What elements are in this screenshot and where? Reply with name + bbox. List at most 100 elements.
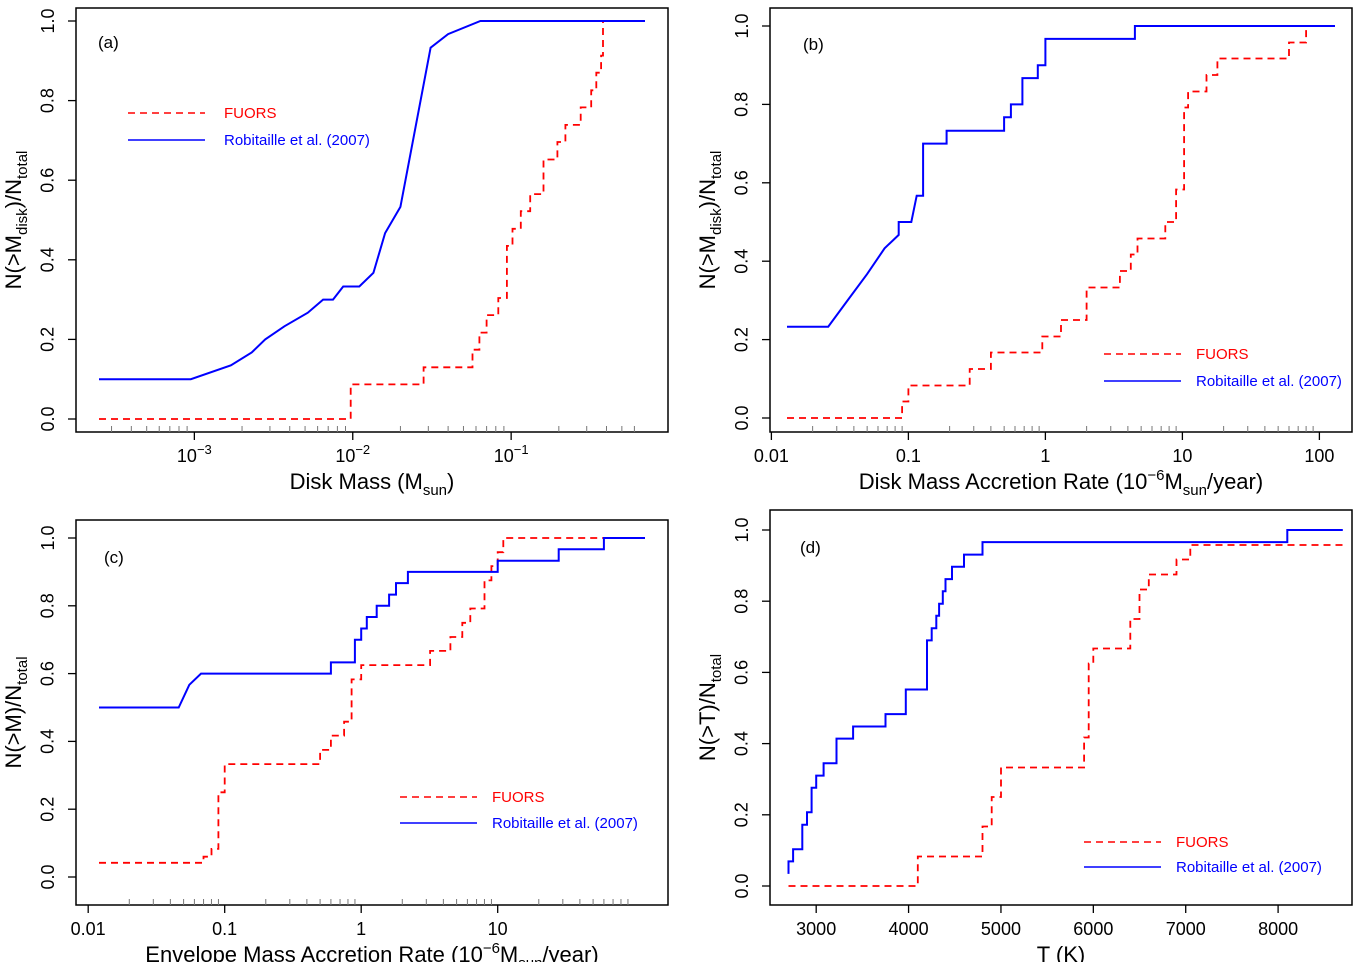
x-tick-label: 8000 <box>1258 919 1298 939</box>
x-tick-label: 0.1 <box>896 446 921 466</box>
y-tick-label: 1.0 <box>732 13 752 38</box>
x-title-main: T (K) <box>1037 942 1085 962</box>
y-tick-label: 0.4 <box>38 729 58 754</box>
x-tick-label: 6000 <box>1073 919 1113 939</box>
y-tick-label: 0.2 <box>38 327 58 352</box>
y-title-subscript: disk <box>14 208 31 235</box>
y-tick-label: 0.8 <box>38 88 58 113</box>
chart-panel-3: 0.0 0.2 0.4 0.6 0.8 1.0 0.01 0.1 1 10 FUORS Robitai… <box>1 519 669 962</box>
x-title-main2: M <box>500 942 518 962</box>
fuors-series-line <box>99 537 645 864</box>
legend-label: FUORS <box>1176 834 1229 851</box>
panel-label: (b) <box>803 35 824 54</box>
y-title-subscript-total: total <box>708 654 725 682</box>
plot-frame <box>75 519 669 906</box>
x-axis-title: Disk Mass (Msun) <box>290 469 455 499</box>
x-title-subscript: sun <box>423 482 447 499</box>
y-tick-label: 1.0 <box>732 517 752 542</box>
x-title-tail: /year) <box>1207 469 1263 494</box>
y-tick-label: 0.2 <box>38 797 58 822</box>
y-tick-label: 0.2 <box>732 327 752 352</box>
x-tick-label: 0.1 <box>212 919 237 939</box>
y-tick-label: 0.0 <box>38 864 58 889</box>
chart-panel-4: 0.0 0.2 0.4 0.6 0.8 1.0 3000 4000 5000 6000 7000 80… <box>695 509 1353 962</box>
robitaille-series-line <box>787 529 1343 874</box>
y-axis-title: N(>M)/Ntotal <box>1 656 31 768</box>
y-tick-label: 1.0 <box>38 8 58 33</box>
x-tick-label: 0.01 <box>754 446 789 466</box>
y-tick-label: 0.2 <box>732 802 752 827</box>
plot-frame <box>769 509 1353 906</box>
y-tick-label: 0.4 <box>732 249 752 274</box>
chart-panel-2: 0.0 0.2 0.4 0.6 0.8 1.0 0.01 0.1 1 10 100 FUORS Robi… <box>695 7 1353 499</box>
x-tick-label: 5000 <box>981 919 1021 939</box>
y-tick-label: 0.6 <box>732 170 752 195</box>
panel-label: (d) <box>800 538 821 557</box>
robitaille-series-line <box>99 20 645 381</box>
x-title-main: Envelope Mass Accretion Rate (10 <box>145 942 483 962</box>
y-tick-label: 0.4 <box>732 731 752 756</box>
x-title-main: Disk Mass Accretion Rate (10 <box>859 469 1148 494</box>
robitaille-series-line <box>99 537 645 709</box>
legend-label: FUORS <box>1196 346 1249 363</box>
x-axis-title: Envelope Mass Accretion Rate (10−6Msun/y… <box>145 940 598 962</box>
fuors-series-line <box>787 25 1335 419</box>
x-axis-title: T (K) <box>1037 942 1085 962</box>
x-title-subscript: sun <box>1183 482 1207 499</box>
y-tick-label: 0.6 <box>38 168 58 193</box>
panel-label: (c) <box>104 548 124 567</box>
plot-frame <box>75 7 669 433</box>
legend-label: Robitaille et al. (2007) <box>224 132 370 149</box>
chart-panel-1: 0.00.20.40.60.81.010−3 10−2 10−1FUORSRobit… <box>1 7 669 499</box>
y-axis-title: N(>Mdisk)/Ntotal <box>695 151 725 290</box>
y-axis-title: N(>T)/Ntotal <box>695 654 725 761</box>
x-tick-label: 1 <box>1040 446 1050 466</box>
fuors-series-line <box>788 544 1343 887</box>
y-tick-label: 0.0 <box>38 406 58 431</box>
y-title-subscript-total: total <box>14 656 31 684</box>
y-title-mid: )/N <box>695 179 720 208</box>
y-tick-label: 0.0 <box>732 405 752 430</box>
x-title-exponent: −6 <box>1147 467 1164 484</box>
robitaille-series-line <box>787 25 1335 328</box>
legend-label: Robitaille et al. (2007) <box>1196 373 1342 390</box>
legend-label: FUORS <box>492 789 545 806</box>
y-title-subscript-total: total <box>708 151 725 179</box>
x-tick-base: 10 <box>177 446 197 466</box>
x-tick-exponent: −3 <box>197 442 212 457</box>
x-title-main: Disk Mass (M <box>290 469 423 494</box>
plot-frame <box>769 7 1353 433</box>
y-tick-label: 0.8 <box>38 593 58 618</box>
x-tick-base: 10 <box>335 446 355 466</box>
x-tick-label: 10−1 <box>494 442 529 466</box>
x-tick-label: 10−3 <box>177 442 212 466</box>
y-title-subscript: disk <box>708 208 725 235</box>
x-tick-label: 0.01 <box>71 919 106 939</box>
y-tick-label: 0.8 <box>732 92 752 117</box>
fuors-series-line <box>99 20 645 420</box>
x-tick-label: 10 <box>488 919 508 939</box>
x-title-tail: ) <box>447 469 454 494</box>
x-tick-base: 10 <box>494 446 514 466</box>
x-tick-label: 10 <box>1172 446 1192 466</box>
x-tick-label: 10−2 <box>335 442 370 466</box>
y-title-subscript-total: total <box>14 151 31 179</box>
y-tick-label: 0.0 <box>732 873 752 898</box>
x-tick-label: 4000 <box>889 919 929 939</box>
x-title-tail: /year) <box>542 942 598 962</box>
panel-label: (a) <box>98 33 119 52</box>
x-title-exponent: −6 <box>483 940 500 957</box>
x-title-main2: M <box>1164 469 1182 494</box>
legend-label: Robitaille et al. (2007) <box>1176 859 1322 876</box>
y-tick-label: 0.6 <box>38 661 58 686</box>
x-tick-exponent: −2 <box>355 442 370 457</box>
x-title-subscript: sun <box>518 955 542 962</box>
x-tick-exponent: −1 <box>514 442 529 457</box>
x-tick-label: 3000 <box>796 919 836 939</box>
y-tick-label: 0.4 <box>38 247 58 272</box>
x-tick-label: 7000 <box>1166 919 1206 939</box>
y-tick-label: 1.0 <box>38 525 58 550</box>
y-title-mid: )/N <box>1 179 26 208</box>
y-title-main: N(>T)/N <box>695 682 720 761</box>
